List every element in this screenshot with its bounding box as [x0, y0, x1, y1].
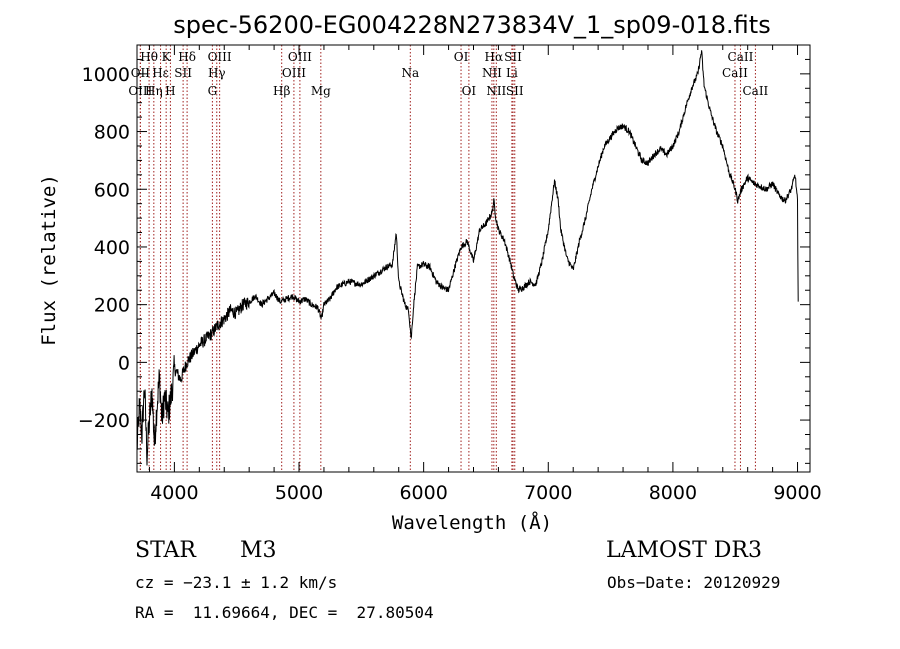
line-marker-label: Na: [401, 66, 419, 80]
line-marker-label: Hθ: [140, 50, 158, 64]
survey-name: LAMOST DR3: [606, 538, 762, 563]
line-marker-label: Hα: [485, 50, 504, 64]
y-axis-label: Flux (relative): [38, 174, 60, 346]
line-marker-label: K: [162, 50, 172, 64]
line-marker-label: H: [165, 84, 175, 98]
line-marker-label: CaII: [728, 50, 754, 64]
x-tick-label: 5000: [275, 482, 323, 504]
y-tick-label: 1000: [82, 64, 130, 86]
x-tick-label: 7000: [524, 482, 572, 504]
line-marker-label: G: [208, 84, 218, 98]
y-tick-label: 600: [94, 179, 130, 201]
line-marker-label: OII: [131, 66, 151, 80]
line-marker-label: CaII: [722, 66, 748, 80]
y-tick-label: 0: [118, 352, 130, 374]
x-axis-label: Wavelength (Å): [392, 511, 552, 534]
line-marker-label: Hη: [145, 84, 163, 98]
coordinates: RA = 11.69664, DEC = 27.80504: [135, 603, 434, 622]
chart-title: spec-56200-EG004228N273834V_1_sp09-018.f…: [173, 11, 770, 39]
line-marker-label: Hδ: [178, 50, 196, 64]
y-tick-label: 200: [94, 295, 130, 317]
line-marker-label: Li: [506, 66, 518, 80]
line-marker-label: OIII: [288, 50, 312, 64]
line-marker-label: Hε: [152, 66, 169, 80]
x-tick-label: 4000: [150, 482, 198, 504]
x-tick-label: 9000: [773, 482, 821, 504]
line-marker-label: SII: [506, 84, 524, 98]
line-marker-label: OI: [454, 50, 469, 64]
y-tick-label: 400: [94, 237, 130, 259]
x-tick-label: 8000: [649, 482, 697, 504]
line-marker-label: NII: [486, 84, 506, 98]
spectral-line-markers: [139, 45, 756, 472]
object-subclass: M3: [240, 538, 277, 563]
obs-date: Obs−Date: 20120929: [607, 573, 781, 592]
object-class: STAR: [135, 538, 196, 563]
flux-series: [136, 50, 799, 466]
axis-ticks: 4000 5000 6000 7000 8000 9000 −200 0 200 400 600 80…: [78, 45, 822, 504]
y-tick-label: −200: [78, 410, 130, 432]
redshift-text: cz = −23.1 ± 1.2 km/s: [135, 573, 338, 592]
line-marker-label: OI: [462, 84, 477, 98]
line-marker-label: OIII: [208, 50, 232, 64]
x-tick-label: 6000: [399, 482, 447, 504]
flux-line: [136, 50, 799, 466]
line-marker-label: OIII: [282, 66, 306, 80]
line-marker-label: CaII: [742, 84, 768, 98]
line-marker-label: SII: [174, 66, 192, 80]
line-marker-label: OIII: [128, 84, 152, 98]
line-marker-label: NII: [482, 66, 502, 80]
line-marker-label: Hγ: [208, 66, 226, 80]
y-tick-label: 800: [94, 122, 130, 144]
line-marker-label: Mg: [311, 84, 331, 98]
line-marker-label: Hβ: [273, 84, 290, 98]
line-marker-label: SII: [504, 50, 522, 64]
